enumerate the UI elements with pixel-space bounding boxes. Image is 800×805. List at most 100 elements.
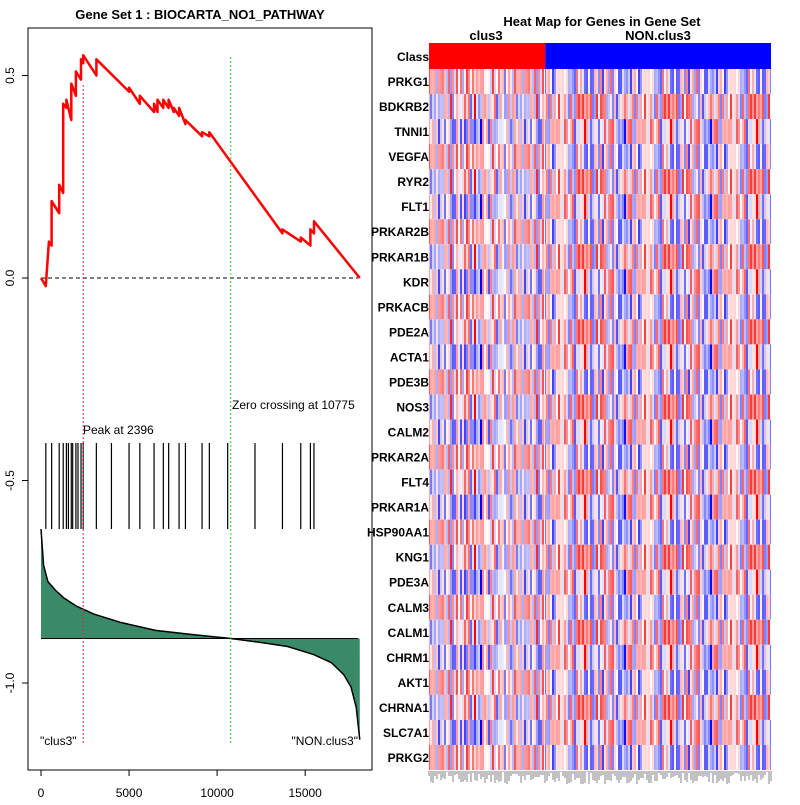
heatmap-row-flt1-clus3 <box>429 194 546 220</box>
heatmap-row-chrna1-clus3 <box>429 694 546 720</box>
heatmap-row-prkg1-nonclus3 <box>545 69 771 95</box>
x-tick-label: 0 <box>38 786 45 800</box>
heatmap-class-name-nonclus3: NON.clus3 <box>625 28 691 43</box>
heatmap-row-chrm1-clus3 <box>429 644 546 670</box>
gene-label-calm1: CALM1 <box>388 626 430 640</box>
heatmap-row-prkar1a-nonclus3 <box>545 494 771 520</box>
gene-label-slc7a1: SLC7A1 <box>383 726 429 740</box>
heatmap-title: Heat Map for Genes in Gene Set <box>503 14 701 29</box>
heatmap-row-tnni1-nonclus3 <box>545 119 771 145</box>
gene-label-prkg2: PRKG2 <box>388 751 430 765</box>
gene-label-acta1: ACTA1 <box>390 350 429 364</box>
heatmap-row-hsp90aa1-clus3 <box>429 519 546 545</box>
heatmap-row-bdkrb2-nonclus3 <box>545 94 771 120</box>
y-tick-label: -1.0 <box>3 672 17 693</box>
gene-label-nos3: NOS3 <box>396 401 429 415</box>
gene-label-pde3a: PDE3A <box>389 576 429 590</box>
enrichment-plot-title: Gene Set 1 : BIOCARTA_NO1_PATHWAY <box>75 7 325 22</box>
heatmap-row-acta1-clus3 <box>429 344 546 370</box>
heatmap-row-kdr-nonclus3 <box>545 269 771 295</box>
heatmap-row-calm2-nonclus3 <box>545 419 771 445</box>
heatmap-row-vegfa-nonclus3 <box>545 144 771 170</box>
heatmap-row-flt4-nonclus3 <box>545 469 771 495</box>
y-tick-label: 0.0 <box>3 269 17 286</box>
left-class-label: "clus3" <box>40 734 77 748</box>
heatmap-row-prkg2-nonclus3 <box>545 744 771 770</box>
hit-bars-group <box>45 443 315 529</box>
gene-label-chrm1: CHRM1 <box>386 651 429 665</box>
heatmap-row-prkar1a-clus3 <box>429 494 546 520</box>
heatmap-row-slc7a1-clus3 <box>429 719 546 745</box>
heatmap-row-pde3a-nonclus3 <box>545 569 771 595</box>
class-bar-clus3 <box>429 43 546 69</box>
heatmap-row-prkg1-clus3 <box>429 69 546 95</box>
gene-label-ryr2: RYR2 <box>397 175 429 189</box>
heatmap-gene-labels: PRKG1 BDKRB2 TNNI1 VEGFA RYR2 FLT1 PRKAR2B PRKA… <box>367 75 429 765</box>
heatmap-row-pde3b-nonclus3 <box>545 369 771 395</box>
gene-label-prkar2b: PRKAR2B <box>371 225 429 239</box>
heatmap-row-pde3a-clus3 <box>429 569 546 595</box>
heatmap-class-bar <box>429 43 771 69</box>
gene-label-prkg1: PRKG1 <box>388 75 430 89</box>
x-tick-label: 10000 <box>200 786 234 800</box>
gene-label-prkar1b: PRKAR1B <box>371 250 429 264</box>
heatmap-cells <box>429 69 771 770</box>
gene-label-pde2a: PDE2A <box>389 325 429 339</box>
heatmap-row-prkg2-clus3 <box>429 744 546 770</box>
heatmap-row-calm3-clus3 <box>429 594 546 620</box>
heatmap-row-calm1-nonclus3 <box>545 619 771 645</box>
heatmap-row-nos3-nonclus3 <box>545 394 771 420</box>
gene-label-kdr: KDR <box>403 275 429 289</box>
heatmap-row-hsp90aa1-nonclus3 <box>545 519 771 545</box>
ranked-metric-group <box>40 529 361 740</box>
gene-label-chrna1: CHRNA1 <box>379 701 429 715</box>
heatmap-row-chrm1-nonclus3 <box>545 644 771 670</box>
gene-label-akt1: AKT1 <box>398 676 430 690</box>
class-bar-non-clus3 <box>545 43 771 69</box>
gene-label-pde3b: PDE3B <box>389 375 429 389</box>
heatmap-row-calm1-clus3 <box>429 619 546 645</box>
heatmap-row-prkar2a-clus3 <box>429 444 546 470</box>
gene-label-tnni1: TNNI1 <box>394 125 429 139</box>
heatmap-class-name-clus3: clus3 <box>469 28 502 43</box>
gene-label-prkar2a: PRKAR2A <box>371 451 429 465</box>
heatmap-row-ryr2-clus3 <box>429 169 546 195</box>
gene-label-calm3: CALM3 <box>388 601 430 615</box>
enrichment-curve <box>39 53 361 288</box>
heatmap-row-flt1-nonclus3 <box>545 194 771 220</box>
x-tick-label: 15000 <box>288 786 322 800</box>
y-tick-label: 0.5 <box>3 67 17 84</box>
heatmap-row-kdr-clus3 <box>429 269 546 295</box>
y-tick-label: -0.5 <box>3 470 17 491</box>
gene-label-flt1: FLT1 <box>401 200 429 214</box>
gene-label-calm2: CALM2 <box>388 426 430 440</box>
heatmap-row-prkacb-clus3 <box>429 294 546 320</box>
heatmap-row-calm2-clus3 <box>429 419 546 445</box>
heatmap-row-prkar1b-nonclus3 <box>545 244 771 270</box>
x-tick-label: 5000 <box>116 786 143 800</box>
heatmap-row-akt1-nonclus3 <box>545 669 771 695</box>
heatmap-row-slc7a1-nonclus3 <box>545 719 771 745</box>
heatmap-row-bdkrb2-clus3 <box>429 94 546 120</box>
heatmap-row-ryr2-nonclus3 <box>545 169 771 195</box>
heatmap-row-prkar2b-clus3 <box>429 219 546 245</box>
gene-label-flt4: FLT4 <box>401 476 429 490</box>
heatmap-row-pde2a-nonclus3 <box>545 319 771 345</box>
heatmap-row-nos3-clus3 <box>429 394 546 420</box>
gene-label-prkacb: PRKACB <box>378 300 430 314</box>
heatmap-row-prkar1b-clus3 <box>429 244 546 270</box>
enrichment-lines-group <box>39 53 361 745</box>
heatmap-row-acta1-nonclus3 <box>545 344 771 370</box>
ranked-metric-curve <box>40 529 361 740</box>
heatmap-row-calm3-nonclus3 <box>545 594 771 620</box>
heatmap-row-tnni1-clus3 <box>429 119 546 145</box>
gene-label-vegfa: VEGFA <box>388 150 429 164</box>
gene-label-hsp90aa1: HSP90AA1 <box>367 526 429 540</box>
heatmap-row-pde2a-clus3 <box>429 319 546 345</box>
ranked-metric-area <box>41 529 360 740</box>
heatmap-sample-ticks <box>428 771 772 784</box>
heatmap-row-prkacb-nonclus3 <box>545 294 771 320</box>
heatmap-row-prkar2b-nonclus3 <box>545 219 771 245</box>
